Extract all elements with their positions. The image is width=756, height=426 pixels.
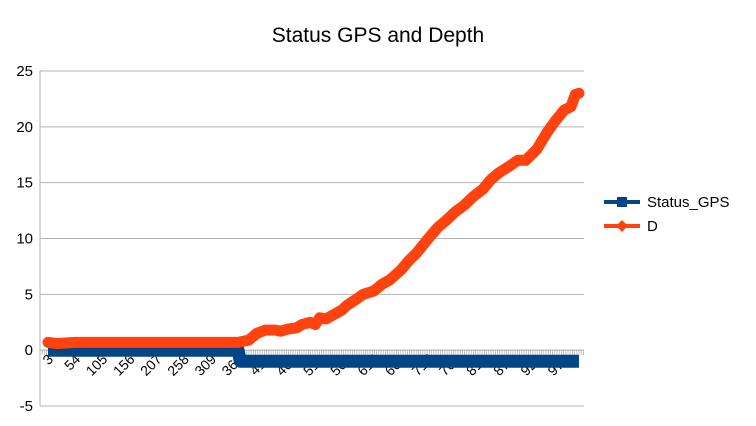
legend-item-status-gps: Status_GPS <box>604 194 730 211</box>
y-tick-label: 0 <box>25 342 33 359</box>
legend-square-marker <box>617 197 627 207</box>
legend-label: D <box>647 218 658 235</box>
series-line-status-gps <box>48 343 579 368</box>
y-tick-label: -5 <box>20 398 33 415</box>
series-layer <box>42 87 585 368</box>
legend-label: Status_GPS <box>647 194 730 211</box>
y-tick-label: 20 <box>16 119 33 136</box>
y-tick-label: 15 <box>16 175 33 192</box>
legend: Status_GPS D <box>604 194 730 235</box>
chart-title: Status GPS and Depth <box>272 24 484 47</box>
y-tick-label: 5 <box>25 286 33 303</box>
legend-item-d: D <box>604 218 658 235</box>
y-axis-tick-labels: -5 0 5 10 15 20 25 <box>16 63 33 415</box>
legend-diamond-marker <box>616 220 628 232</box>
y-tick-label: 10 <box>16 231 33 248</box>
series-line-d <box>42 87 585 349</box>
y-tick-label: 25 <box>16 63 33 80</box>
